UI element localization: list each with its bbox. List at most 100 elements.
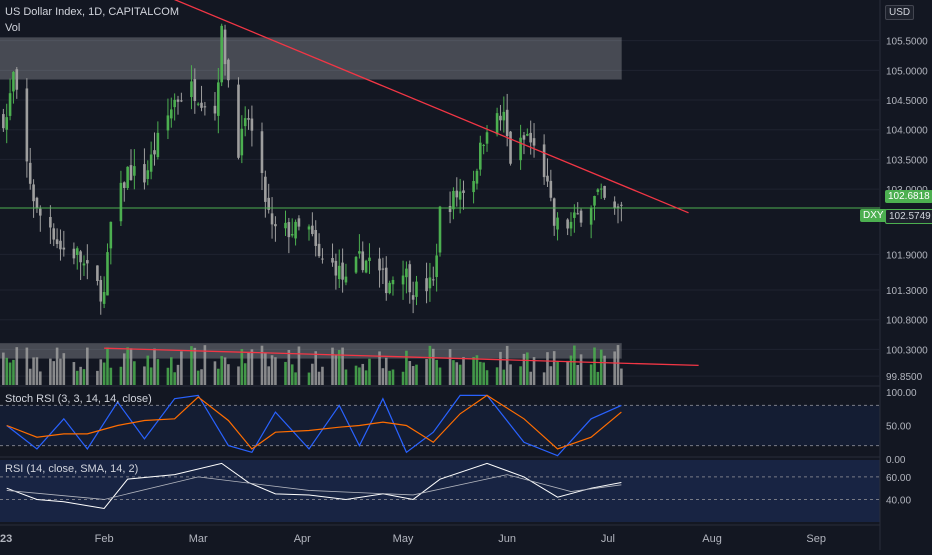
volume-bar xyxy=(593,347,596,385)
price-tick-label: 105.5000 xyxy=(886,37,928,48)
candle-body xyxy=(166,115,170,131)
candle-body xyxy=(49,216,52,228)
candle-body xyxy=(12,71,15,92)
candle-body xyxy=(267,197,271,210)
candle-body xyxy=(240,128,244,156)
rsi-line xyxy=(6,462,622,510)
volume-bar xyxy=(556,361,559,385)
volume-bar xyxy=(62,353,66,385)
volume-bar xyxy=(149,367,153,385)
candle-body xyxy=(391,279,395,285)
volume-bar xyxy=(129,348,133,385)
volume-bar xyxy=(576,364,580,385)
rsi-background-band xyxy=(0,460,880,522)
candle-body xyxy=(344,276,348,283)
price-tick-label: 105.0000 xyxy=(886,66,928,77)
volume-bar xyxy=(438,367,442,385)
price-tick-label: 101.3000 xyxy=(886,286,928,297)
volume-bar xyxy=(566,360,569,385)
candle-body xyxy=(495,113,499,135)
candle-body xyxy=(576,213,580,215)
time-axis-label: Sep xyxy=(806,533,826,545)
candle-body xyxy=(542,144,546,178)
time-axis-label: Apr xyxy=(294,533,311,545)
volume-bar xyxy=(79,366,82,385)
stoch-d-line xyxy=(6,394,622,450)
candle-body xyxy=(613,201,616,208)
candle-body xyxy=(86,260,89,264)
volume-bar xyxy=(569,355,573,385)
candle-body xyxy=(15,69,19,90)
candle-body xyxy=(428,277,432,289)
candle-body xyxy=(287,222,291,238)
time-axis-label: Jun xyxy=(498,533,516,545)
volume-bar xyxy=(452,360,455,385)
volume-bar xyxy=(102,362,106,385)
candle-body xyxy=(250,118,254,131)
price-tick-label: 104.5000 xyxy=(886,96,928,107)
candle-body xyxy=(284,222,287,229)
candle-body xyxy=(479,142,482,170)
volume-bar xyxy=(109,367,113,385)
candle-body xyxy=(35,197,39,209)
last-price-label: 102.6818 xyxy=(885,189,932,203)
volume-bar xyxy=(532,357,536,385)
candle-body xyxy=(129,165,133,181)
volume-bar xyxy=(505,345,509,385)
candle-body xyxy=(133,166,136,176)
volume-bar xyxy=(106,347,109,385)
candle-body xyxy=(401,275,405,285)
candle-body xyxy=(532,138,536,146)
volume-bar xyxy=(435,359,438,385)
volume-bar xyxy=(169,357,173,385)
volume-bar xyxy=(405,350,408,385)
candle-body xyxy=(425,278,428,292)
volume-bar xyxy=(428,345,432,385)
candle-body xyxy=(331,257,334,263)
stoch-tick-label: 50.00 xyxy=(886,422,911,433)
currency-button[interactable]: USD xyxy=(885,5,915,20)
volume-bar xyxy=(290,364,294,385)
time-axis-label: Feb xyxy=(95,533,114,545)
candle-body xyxy=(438,206,442,253)
volume-bar xyxy=(32,357,35,385)
volume-bar xyxy=(317,371,321,385)
volume-bar xyxy=(573,345,576,385)
candle-body xyxy=(176,99,180,102)
volume-bar xyxy=(156,359,160,385)
candle-body xyxy=(415,281,418,297)
stoch-tick-label: 100.00 xyxy=(886,388,917,399)
volume-bar xyxy=(599,349,603,385)
candle-body xyxy=(2,114,5,129)
volume-bar xyxy=(274,357,277,385)
candle-body xyxy=(28,162,32,184)
volume-bar xyxy=(321,366,324,385)
candle-body xyxy=(593,195,596,206)
stoch-rsi-label: Stoch RSI (3, 3, 14, 14, close) xyxy=(5,393,152,405)
candle-body xyxy=(173,99,176,108)
volume-bar xyxy=(361,363,365,385)
volume-bar xyxy=(173,372,176,385)
price-tick-label: 104.0000 xyxy=(886,126,928,137)
volume-bar xyxy=(378,351,381,385)
volume-bar xyxy=(589,364,593,385)
volume-bar xyxy=(552,351,556,385)
volume-bar xyxy=(28,368,32,385)
volume-bar xyxy=(82,369,86,385)
volume-bar xyxy=(455,362,459,385)
volume-bar xyxy=(297,346,301,385)
volume-bar xyxy=(240,349,244,385)
volume-bar xyxy=(364,370,368,385)
candle-body xyxy=(217,82,220,116)
price-tick-label: 101.9000 xyxy=(886,250,928,261)
volume-bar xyxy=(391,369,395,385)
stoch-band xyxy=(0,405,880,446)
candle-body xyxy=(290,233,294,236)
time-axis-label: Mar xyxy=(189,533,208,545)
volume-bar xyxy=(472,357,475,385)
candle-body xyxy=(435,255,438,278)
candle-body xyxy=(337,265,341,280)
candle-body xyxy=(75,248,79,255)
